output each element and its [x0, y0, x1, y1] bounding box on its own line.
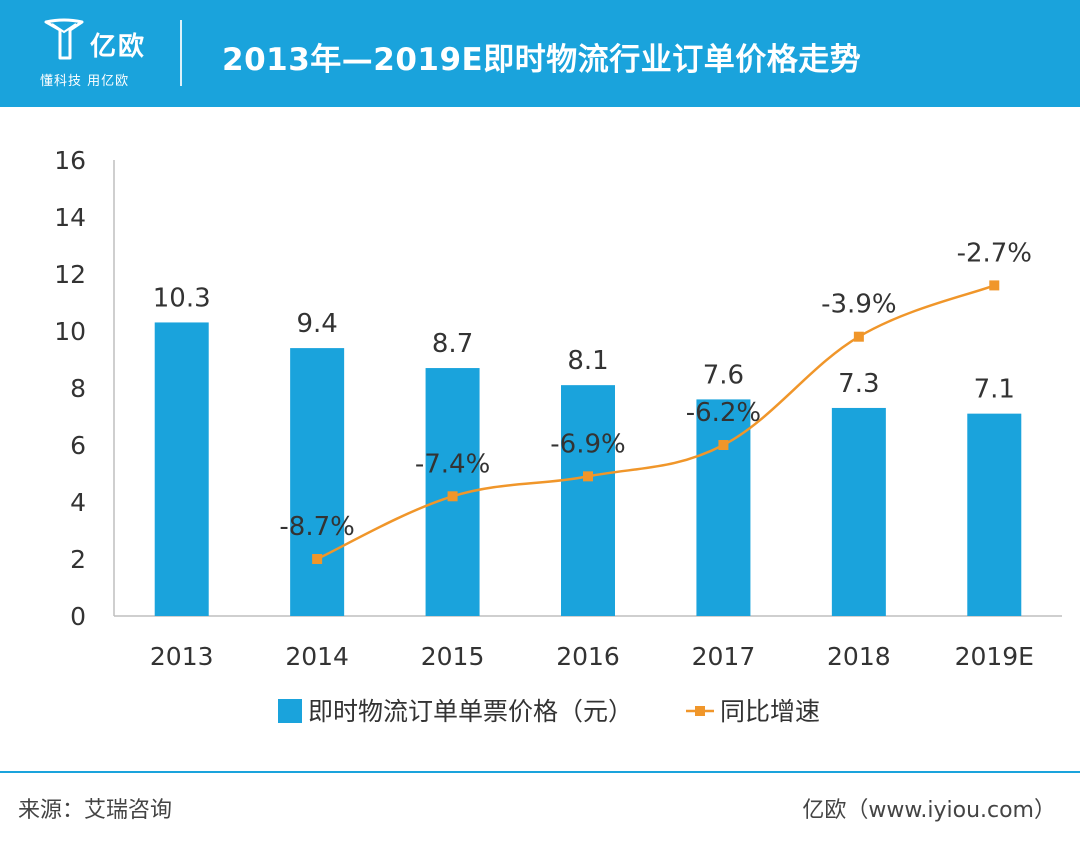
growth-point: [853, 331, 864, 342]
source-note: 来源：艾瑞咨询: [18, 798, 173, 823]
bar-value-label: 8.1: [567, 346, 608, 376]
bar-value-label: 7.3: [838, 369, 879, 399]
bar: [154, 322, 209, 616]
x-tick-label: 2013: [150, 642, 214, 671]
growth-series-line: [316, 284, 995, 561]
bar-value-label: 7.1: [974, 375, 1015, 405]
legend-line-marker: [695, 706, 705, 716]
footer-divider: [0, 771, 1080, 773]
x-tick-label: 2017: [692, 642, 756, 671]
y-tick-label: 16: [54, 146, 86, 175]
bar: [831, 407, 886, 616]
bar: [696, 399, 751, 616]
y-tick-label: 8: [70, 374, 86, 403]
y-tick-label: 14: [54, 203, 86, 232]
yiou-logo-icon: [44, 18, 84, 60]
price-trend-chart: 0 2 4 6 8 10 12 14 16 10.3 9.4 8.7 8.1 7.6 7.3 7.1 2013 2…: [54, 146, 1062, 726]
brand-name: 亿欧: [90, 32, 147, 62]
y-tick-label: 4: [70, 488, 86, 517]
x-tick-label: 2019E: [955, 642, 1034, 671]
x-tick-label: 2018: [827, 642, 891, 671]
x-tick-label: 2016: [556, 642, 620, 671]
legend-bar-swatch: [278, 699, 302, 723]
legend-bar-label: 即时物流订单单票价格（元）: [308, 697, 633, 726]
x-tick-label: 2015: [421, 642, 485, 671]
page-title: 2013年—2019E即时物流行业订单价格走势: [222, 42, 862, 78]
legend-line-label: 同比增速: [720, 697, 820, 726]
y-tick-label: 0: [70, 602, 86, 631]
growth-value-label: -2.7%: [957, 238, 1032, 268]
growth-point: [312, 554, 323, 564]
brand-logo[interactable]: 亿欧 懂科技 用亿欧: [36, 14, 156, 94]
bar-value-label: 8.7: [432, 329, 473, 359]
growth-point: [583, 471, 593, 482]
growth-point: [989, 280, 1000, 291]
y-tick-label: 12: [54, 260, 86, 289]
bar-value-label: 10.3: [153, 283, 211, 313]
bar: [561, 385, 615, 616]
growth-point: [718, 440, 729, 450]
header-banner: 亿欧 懂科技 用亿欧 2013年—2019E即时物流行业订单价格走势: [0, 0, 1080, 107]
growth-value-label: -3.9%: [821, 290, 896, 320]
growth-value-label: -7.4%: [415, 449, 490, 479]
y-tick-label: 2: [70, 545, 86, 574]
y-tick-label: 6: [70, 431, 86, 460]
y-tick-label: 10: [54, 317, 86, 346]
bar-value-label: 9.4: [296, 309, 337, 339]
brand-slogan: 懂科技 用亿欧: [40, 74, 130, 89]
growth-value-label: -8.7%: [279, 512, 354, 542]
growth-value-label: -6.9%: [550, 429, 625, 459]
site-credit[interactable]: 亿欧（www.iyiou.com）: [802, 798, 1056, 823]
bar: [967, 413, 1022, 616]
bar: [290, 348, 345, 616]
growth-point: [447, 491, 458, 502]
x-tick-label: 2014: [285, 642, 349, 671]
bar-value-label: 7.6: [703, 360, 744, 390]
growth-value-label: -6.2%: [686, 398, 761, 428]
header-divider: [180, 20, 182, 86]
